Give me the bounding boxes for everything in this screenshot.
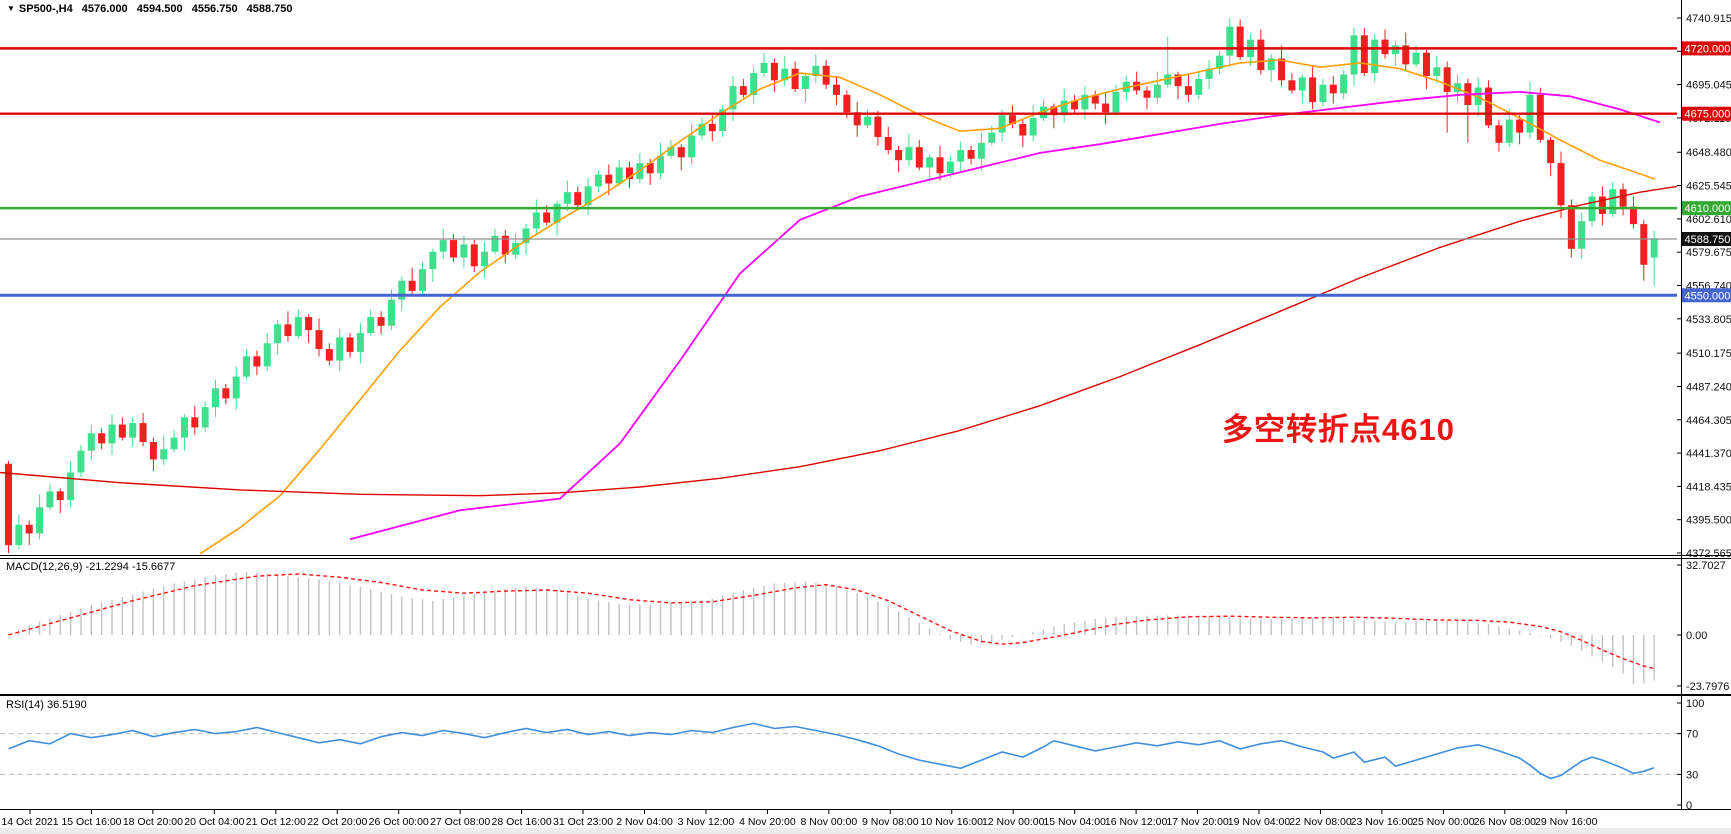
price-chart-panel[interactable]: 4740.9154717.9804695.0454672.1104648.480… (0, 0, 1731, 558)
svg-text:22 Oct 20:00: 22 Oct 20:00 (307, 816, 367, 828)
price-level-badge (1682, 201, 1731, 216)
svg-text:27 Oct 08:00: 27 Oct 08:00 (430, 816, 490, 828)
svg-text:10 Nov 16:00: 10 Nov 16:00 (921, 816, 984, 828)
svg-text:17 Nov 20:00: 17 Nov 20:00 (1166, 816, 1229, 828)
ohlc-low: 4556.750 (191, 3, 238, 15)
rsi-label: RSI(14) 36.5190 (6, 699, 87, 711)
svg-text:21 Oct 12:00: 21 Oct 12:00 (246, 816, 306, 828)
price-level-badge (1682, 288, 1731, 303)
svg-text:19 Nov 04:00: 19 Nov 04:00 (1228, 816, 1291, 828)
rsi-svg: 100 70 30 0 (0, 695, 1731, 810)
rsi-line (8, 722, 1655, 780)
svg-text:15 Nov 04:00: 15 Nov 04:00 (1043, 816, 1106, 828)
price-axis: 4740.9154717.9804695.0454672.1104648.480… (1677, 0, 1731, 558)
level-lines-layer (0, 47, 1677, 297)
time-axis-svg: 14 Oct 2021 15 Oct 16:00 18 Oct 20:00 20 Oc… (1, 810, 1598, 828)
svg-text:8 Nov 00:00: 8 Nov 00:00 (801, 816, 858, 828)
ma-mid-magenta (349, 90, 1661, 541)
svg-text:4602.610: 4602.610 (1686, 214, 1731, 226)
svg-text:4720.000: 4720.000 (1685, 43, 1731, 55)
svg-text:70: 70 (1686, 729, 1698, 741)
svg-text:4625.545: 4625.545 (1686, 181, 1731, 193)
svg-text:32.7027: 32.7027 (1686, 560, 1726, 572)
svg-text:18 Oct 20:00: 18 Oct 20:00 (123, 816, 183, 828)
svg-text:4464.305: 4464.305 (1686, 415, 1731, 427)
ohlc-high: 4594.500 (136, 3, 183, 15)
time-axis[interactable]: 14 Oct 2021 15 Oct 16:00 18 Oct 20:00 20 Oc… (0, 810, 1731, 834)
ohlc-open: 4576.000 (81, 3, 128, 15)
time-axis-labels: 14 Oct 2021 15 Oct 16:00 18 Oct 20:00 20 Oc… (1, 810, 1598, 828)
svg-text:4372.565: 4372.565 (1686, 548, 1731, 558)
svg-text:4510.175: 4510.175 (1686, 348, 1731, 360)
svg-text:4579.675: 4579.675 (1686, 247, 1731, 259)
svg-text:20 Oct 04:00: 20 Oct 04:00 (184, 816, 244, 828)
macd-label: MACD(12,26,9) -21.2294 -15.6677 (6, 561, 176, 573)
macd-signal-line (8, 573, 1655, 670)
svg-text:30: 30 (1686, 769, 1698, 781)
price-level-badge (1682, 106, 1731, 121)
svg-text:4441.370: 4441.370 (1686, 448, 1731, 460)
candles-layer (5, 18, 1658, 553)
svg-text:4395.500: 4395.500 (1686, 515, 1731, 527)
macd-axis: 32.7027 0.00 -23.7976 (1677, 558, 1729, 695)
window-bottom-strip (0, 828, 1731, 834)
svg-text:26 Nov 08:00: 26 Nov 08:00 (1474, 816, 1537, 828)
svg-text:4418.435: 4418.435 (1686, 481, 1731, 493)
svg-text:4695.045: 4695.045 (1686, 80, 1731, 92)
symbol-name: SP500-,H4 (18, 3, 73, 15)
svg-text:4533.805: 4533.805 (1686, 314, 1731, 326)
symbol-collapse-icon[interactable]: ▼ (7, 4, 15, 13)
svg-text:22 Nov 08:00: 22 Nov 08:00 (1289, 816, 1352, 828)
svg-text:0.00: 0.00 (1686, 630, 1707, 642)
svg-text:16 Nov 12:00: 16 Nov 12:00 (1105, 816, 1168, 828)
ma-lines-layer (0, 59, 1678, 555)
svg-text:4740.915: 4740.915 (1686, 13, 1731, 25)
svg-text:4588.750: 4588.750 (1685, 234, 1731, 246)
svg-text:-23.7976: -23.7976 (1686, 681, 1729, 693)
macd-indicator-panel[interactable]: 32.7027 0.00 -23.7976 (0, 558, 1731, 695)
svg-text:12 Nov 00:00: 12 Nov 00:00 (982, 816, 1045, 828)
svg-text:4550.000: 4550.000 (1685, 290, 1731, 302)
ma-fast-orange (199, 59, 1656, 555)
svg-text:14 Oct 2021: 14 Oct 2021 (1, 816, 58, 828)
svg-text:23 Nov 16:00: 23 Nov 16:00 (1351, 816, 1414, 828)
svg-text:4487.240: 4487.240 (1686, 381, 1731, 393)
svg-text:0: 0 (1686, 800, 1692, 810)
svg-text:9 Nov 08:00: 9 Nov 08:00 (862, 816, 919, 828)
svg-text:15 Oct 16:00: 15 Oct 16:00 (61, 816, 121, 828)
svg-text:2 Nov 04:00: 2 Nov 04:00 (616, 816, 673, 828)
svg-text:25 Nov 00:00: 25 Nov 00:00 (1412, 816, 1475, 828)
macd-svg: 32.7027 0.00 -23.7976 (0, 558, 1731, 695)
svg-text:4675.000: 4675.000 (1685, 109, 1731, 121)
price-level-badge (1682, 41, 1731, 56)
svg-text:31 Oct 23:00: 31 Oct 23:00 (553, 816, 613, 828)
svg-text:4648.480: 4648.480 (1686, 147, 1731, 159)
rsi-levels (0, 732, 1677, 776)
rsi-indicator-panel[interactable]: 100 70 30 0 (0, 695, 1731, 810)
svg-text:4610.000: 4610.000 (1685, 203, 1731, 215)
macd-histogram (7, 571, 1655, 685)
ohlc-close: 4588.750 (246, 3, 293, 15)
chart-annotation-text: 多空转折点4610 (1222, 412, 1455, 447)
ma-slow-red (0, 185, 1678, 497)
svg-text:26 Oct 00:00: 26 Oct 00:00 (369, 816, 429, 828)
svg-text:28 Oct 16:00: 28 Oct 16:00 (492, 816, 552, 828)
rsi-axis: 100 70 30 0 (1677, 695, 1704, 810)
price-level-badge (1682, 232, 1731, 247)
svg-text:29 Nov 16:00: 29 Nov 16:00 (1535, 816, 1598, 828)
price-chart-svg: 4740.9154717.9804695.0454672.1104648.480… (0, 0, 1731, 558)
svg-text:100: 100 (1686, 698, 1704, 710)
chart-title: ▼ SP500-,H4 4576.000 4594.500 4556.750 45… (7, 3, 299, 15)
svg-text:4 Nov 20:00: 4 Nov 20:00 (739, 816, 796, 828)
svg-text:3 Nov 12:00: 3 Nov 12:00 (678, 816, 735, 828)
